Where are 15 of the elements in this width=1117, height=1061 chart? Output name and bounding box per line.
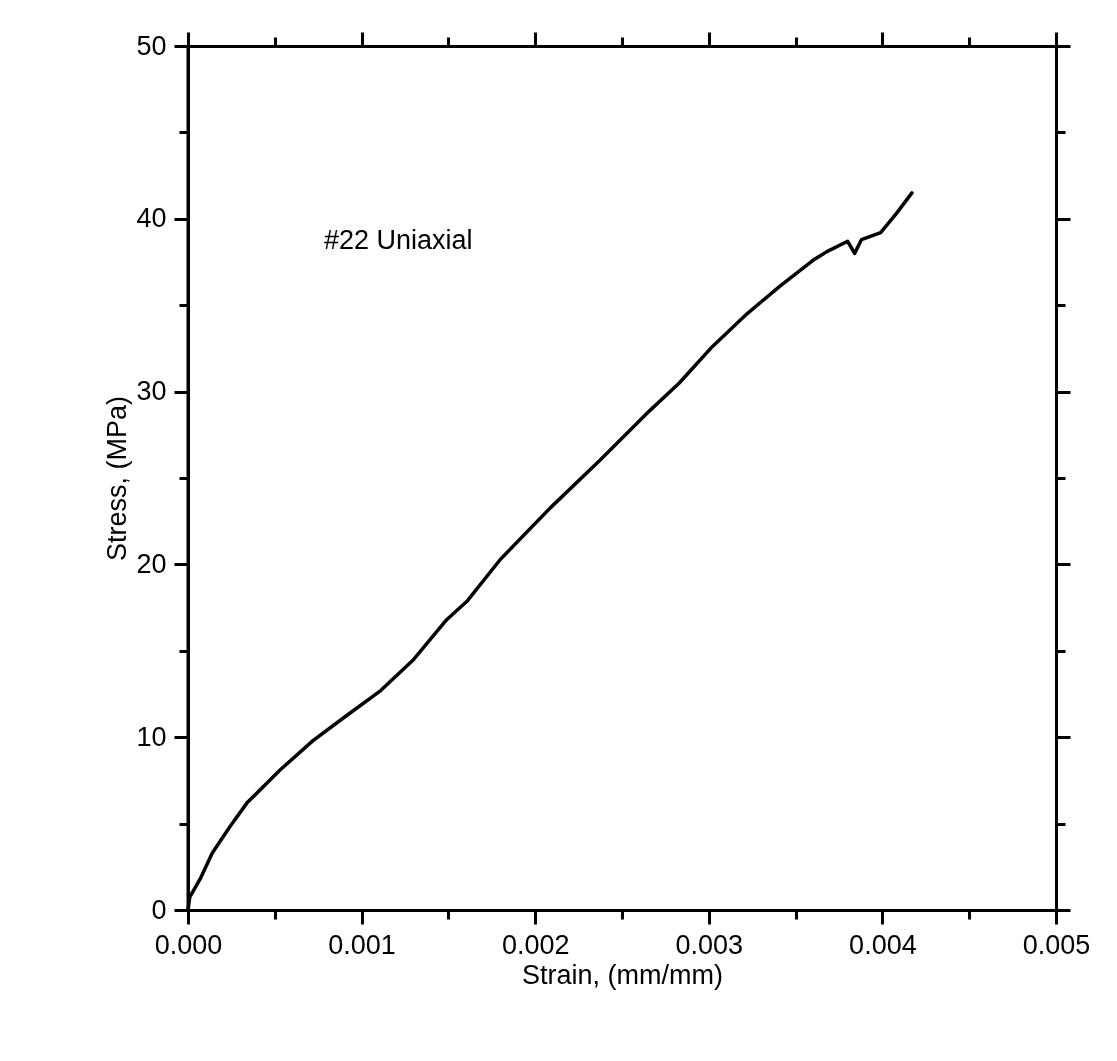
y-tick-label: 10 — [136, 721, 167, 752]
y-tick-label: 0 — [151, 894, 167, 925]
x-tick-label: 0.002 — [501, 929, 570, 960]
x-tick-label: 0.005 — [1022, 929, 1091, 960]
y-tick-label: 30 — [136, 376, 167, 407]
y-tick-label: 20 — [136, 548, 167, 579]
x-axis-title: Strain, (mm/mm) — [522, 959, 723, 990]
y-tick-label: 40 — [136, 203, 167, 234]
y-tick-label: 50 — [136, 30, 167, 61]
x-tick-label: 0.004 — [849, 929, 917, 960]
x-tick-label: 0.001 — [328, 929, 396, 960]
annotation: #22 Uniaxial — [324, 225, 473, 255]
x-tick-label: 0.000 — [154, 929, 223, 960]
y-axis-title: Stress, (MPa) — [102, 395, 133, 562]
x-tick-label: 0.003 — [675, 929, 744, 960]
